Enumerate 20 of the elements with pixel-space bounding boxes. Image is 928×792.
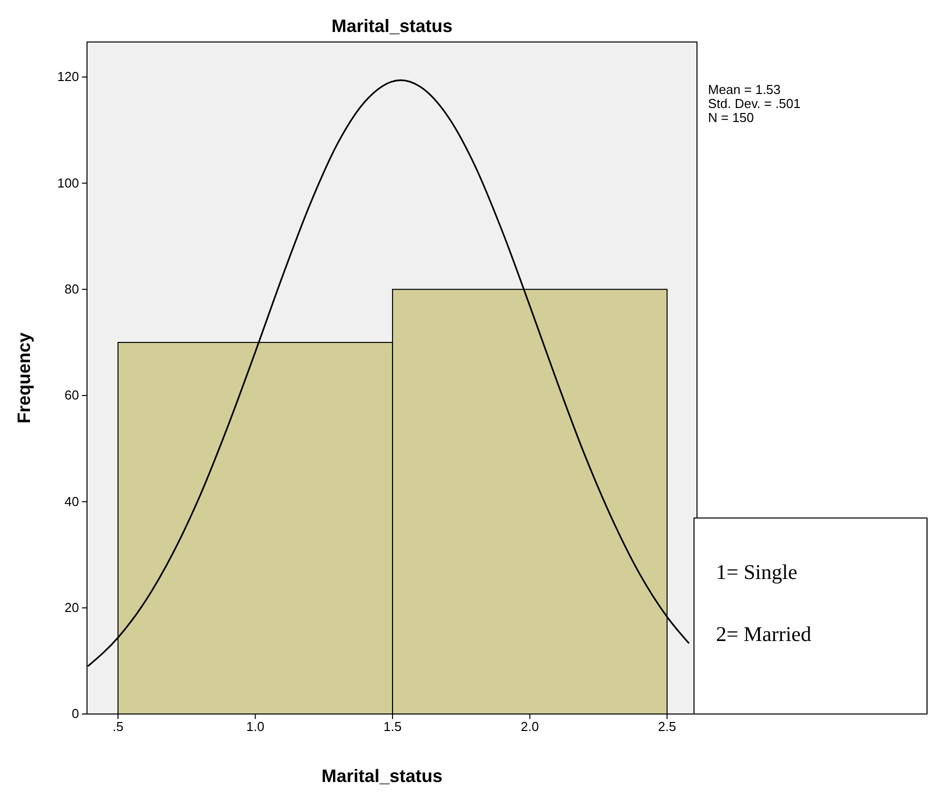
text: Std. Dev. = .501 xyxy=(708,96,801,111)
text: 2= Married xyxy=(716,622,812,646)
x-tick-label: .5 xyxy=(112,719,124,734)
x-tick-label: 2.5 xyxy=(658,719,676,734)
y-axis-title: Frequency xyxy=(14,332,34,424)
y-tick-label: 60 xyxy=(64,388,79,403)
y-tick-label: 120 xyxy=(57,69,79,84)
y-tick-label: 100 xyxy=(57,175,79,190)
y-tick-label: 20 xyxy=(64,600,79,615)
text: 1= Single xyxy=(716,560,798,584)
text: N = 150 xyxy=(708,110,754,125)
x-tick-label: 1.0 xyxy=(246,719,264,734)
y-tick-label: 80 xyxy=(64,282,79,297)
y-tick-label: 40 xyxy=(64,494,79,509)
chart-title: Marital_status xyxy=(331,16,453,36)
x-tick-label: 1.5 xyxy=(384,719,402,734)
y-tick-label: 0 xyxy=(72,706,79,722)
x-tick-label: 2.0 xyxy=(520,719,539,734)
x-axis-title: Marital_status xyxy=(321,766,443,786)
text: Mean = 1.53 xyxy=(708,82,781,97)
